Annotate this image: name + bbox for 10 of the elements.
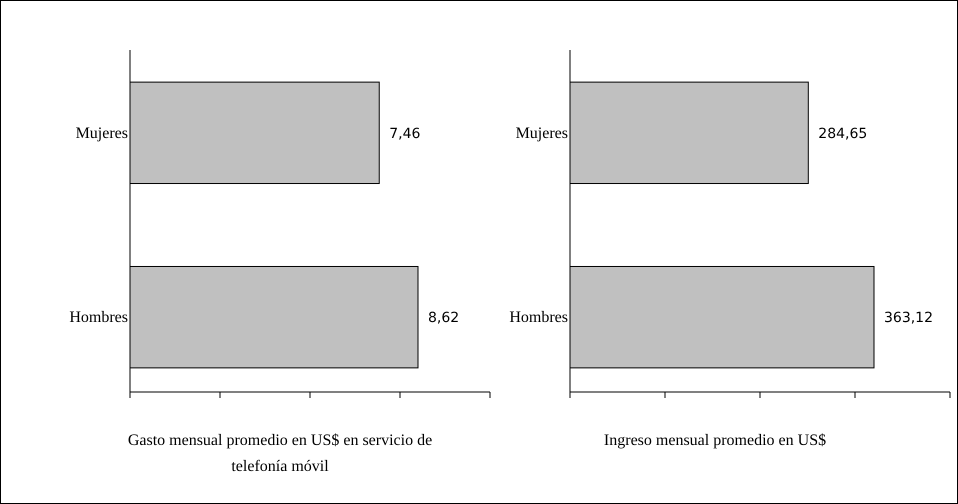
data-label: 363,12	[884, 310, 933, 326]
y-tick-label: Mujeres	[76, 124, 128, 142]
data-label: 284,65	[818, 126, 868, 142]
y-tick-label: Mujeres	[516, 124, 568, 142]
data-label: 7,46	[389, 126, 421, 142]
x-axis-title: Ingreso mensual promedio en US$	[604, 432, 826, 449]
data-label: 8,62	[428, 310, 460, 326]
y-tick-label: Hombres	[509, 309, 568, 326]
y-tick-label: Hombres	[69, 309, 128, 326]
x-axis-title: Gasto mensual promedio en US$ en servicio de telefonía móvil	[128, 432, 432, 475]
